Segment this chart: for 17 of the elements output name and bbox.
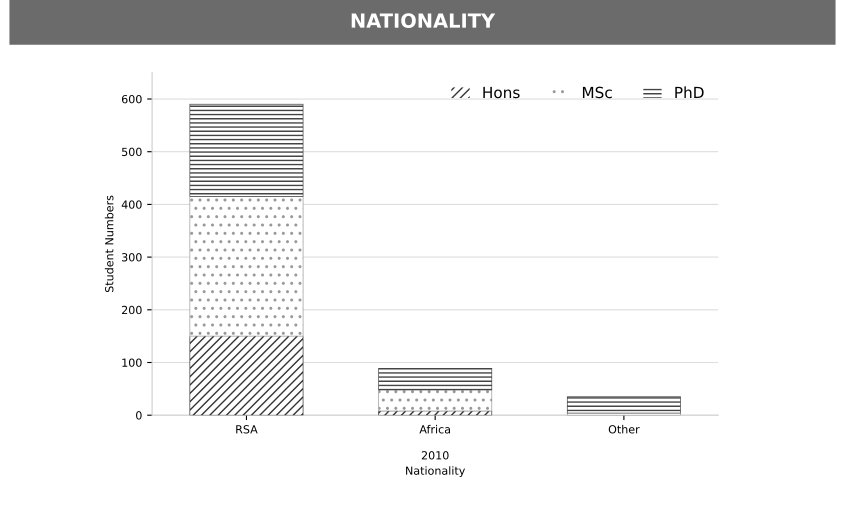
y-tick-label: 200 xyxy=(122,306,142,314)
x-tick-label: RSA xyxy=(236,425,258,434)
y-tick-label: 500 xyxy=(122,148,142,156)
y-tick-label: 100 xyxy=(122,358,142,367)
x-axis-title: Nationality xyxy=(406,466,466,477)
legend-label: PhD xyxy=(675,86,704,98)
y-tick-label: 0 xyxy=(136,411,142,420)
y-tick-label: 400 xyxy=(122,200,142,209)
legend-label: Hons xyxy=(483,86,520,98)
y-tick-label: 600 xyxy=(122,94,142,104)
x-tick-label: Africa xyxy=(419,424,450,434)
legend-label: MSc xyxy=(582,86,612,98)
chart-title: NATIONALITY xyxy=(352,13,496,28)
text: 2010 xyxy=(422,451,449,460)
y-tick-label: 300 xyxy=(122,253,142,262)
y-axis-title: Student Numbers xyxy=(104,196,114,292)
x-tick-label: Other xyxy=(608,424,640,434)
